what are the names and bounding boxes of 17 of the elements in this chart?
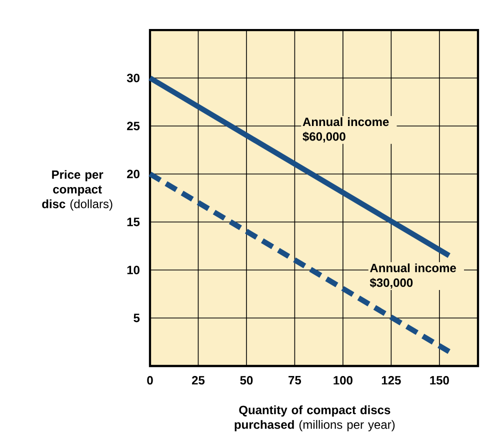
y-tick-label: 10 (127, 266, 140, 274)
x-tick-label: 0 (147, 376, 153, 385)
x-tick-label: 100 (334, 376, 352, 385)
x-axis-title: Quantity of compact discs purchased (millions per year) (234, 405, 395, 432)
x-tick-label: 25 (192, 376, 205, 385)
y-axis-title: Price per compact disc (dollars) (42, 170, 112, 211)
annotation: Annual income $60,000 (302, 117, 389, 143)
y-tick-label: 5 (134, 314, 140, 322)
y-tick-label: 25 (127, 122, 140, 130)
x-tick-label: 50 (240, 376, 253, 385)
x-tick-label: 150 (430, 376, 449, 385)
x-tick-label: 75 (288, 376, 302, 384)
x-tick-label: 125 (382, 376, 401, 385)
annotation: Annual income $30,000 (370, 263, 456, 289)
y-tick-label: 20 (127, 170, 140, 178)
y-tick-label: 15 (127, 218, 140, 226)
y-tick-label: 30 (126, 74, 140, 82)
